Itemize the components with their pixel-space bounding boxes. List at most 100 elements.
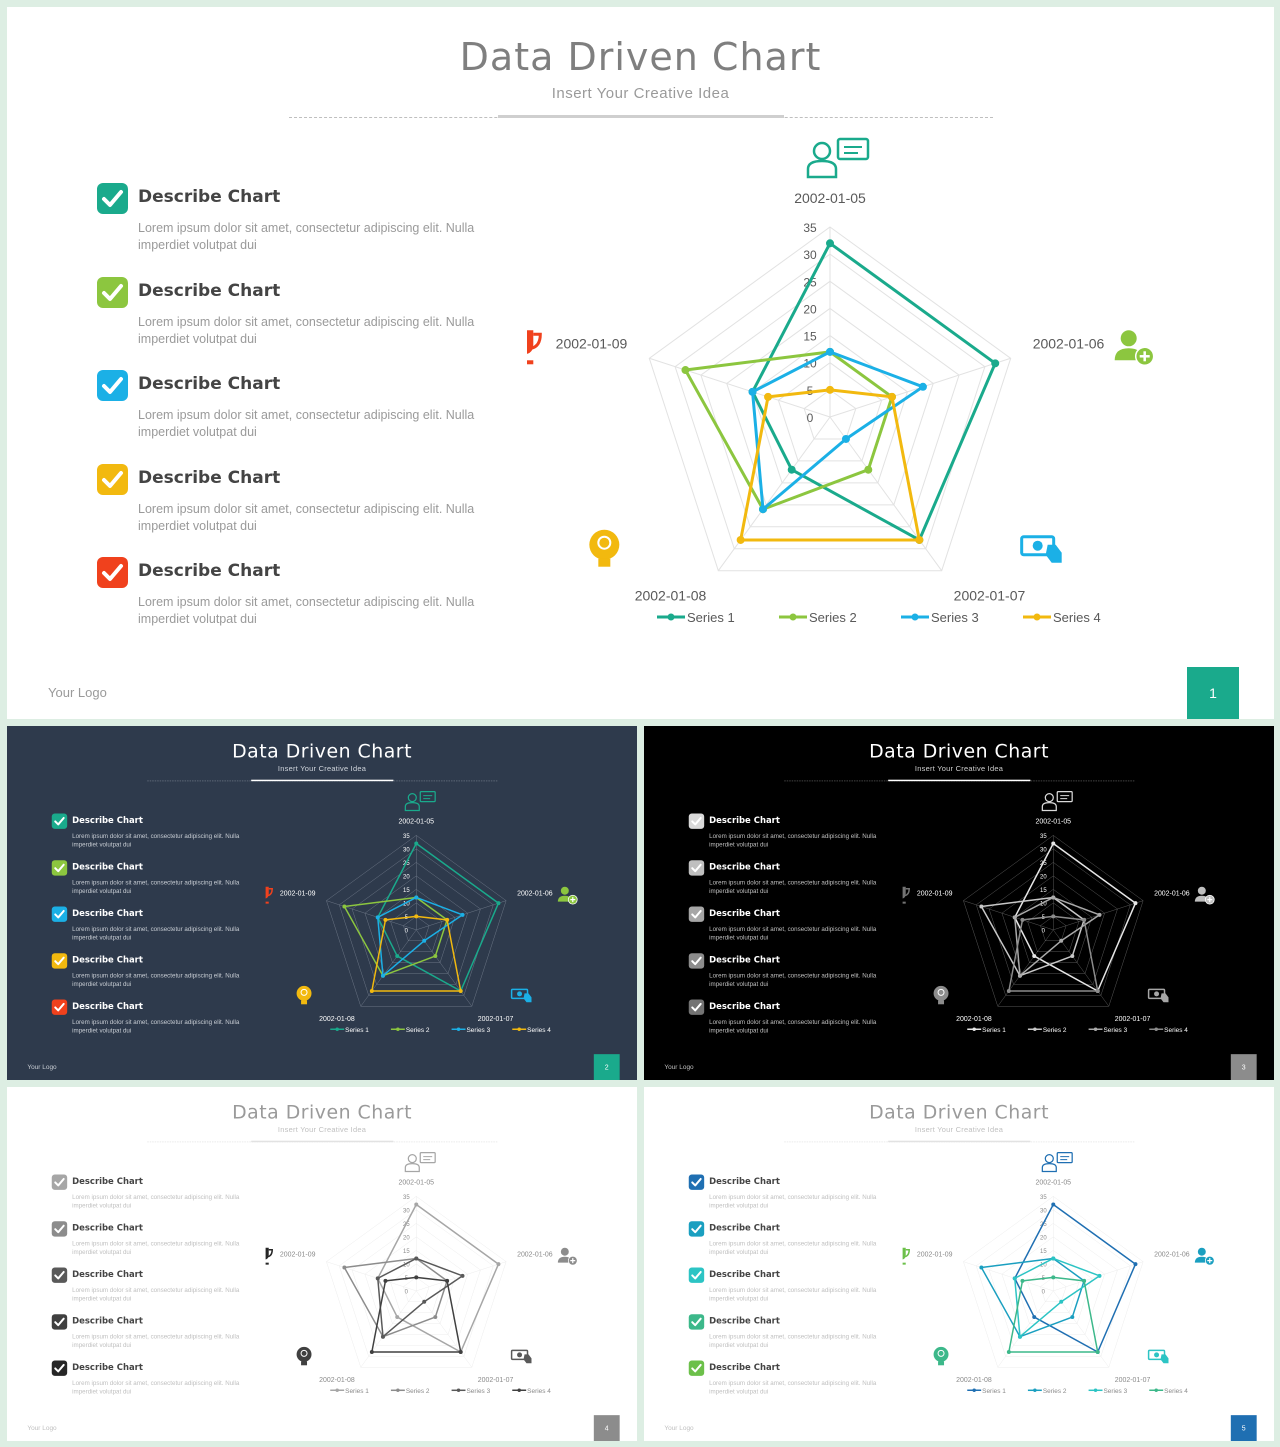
checkbox-icon[interactable] — [51, 1360, 68, 1376]
checkbox-icon[interactable] — [51, 1220, 68, 1237]
slide-1[interactable]: Data Driven Chart Insert Your Creative I… — [7, 7, 1274, 719]
money-hand-icon — [510, 1349, 532, 1364]
data-point — [342, 904, 347, 909]
category-label: 2002-01-09 — [280, 891, 316, 898]
checkbox-icon[interactable] — [51, 1174, 68, 1190]
data-point — [1006, 1350, 1011, 1354]
legend-label: Series 2 — [406, 1388, 430, 1395]
checklist: Describe Chart Lorem ipsum dolor sit ame… — [97, 183, 497, 651]
checkbox-icon[interactable] — [97, 370, 128, 401]
checkbox-icon[interactable] — [688, 1360, 705, 1376]
category-label: 2002-01-05 — [398, 1179, 434, 1186]
lightbulb-head-icon — [296, 1346, 312, 1366]
radar-spoke — [829, 416, 943, 572]
logo: Your Logo — [664, 1424, 694, 1432]
data-point — [1059, 938, 1064, 943]
checklist-item: Describe Chart Lorem ipsum dolor sit ame… — [688, 1313, 888, 1360]
radar-spoke — [717, 416, 831, 572]
checkbox-icon[interactable] — [51, 859, 68, 876]
item-description: Lorem ipsum dolor sit amet, consectetur … — [138, 501, 475, 533]
checkbox-icon[interactable] — [688, 952, 705, 969]
item-description: Lorem ipsum dolor sit amet, consectetur … — [138, 221, 475, 252]
page-number[interactable]: 5 — [1230, 1415, 1257, 1441]
checkbox-icon[interactable] — [51, 1267, 68, 1283]
item-title: Describe Chart — [138, 187, 281, 207]
checkbox-icon[interactable] — [97, 463, 128, 495]
radar-spoke — [963, 900, 1054, 931]
category-label: 2002-01-07 — [478, 1377, 514, 1384]
category-label: 2002-01-07 — [1115, 1377, 1151, 1384]
legend-label: Series 3 — [467, 1027, 491, 1034]
legend-label: Series 1 — [345, 1388, 369, 1395]
checkbox-icon[interactable] — [688, 1220, 705, 1237]
checklist-item: Describe Chart Lorem ipsum dolor sit ame… — [688, 999, 888, 1045]
checklist: Describe Chart Lorem ipsum dolor sit ame… — [51, 1174, 251, 1407]
legend-marker — [1093, 1388, 1098, 1393]
page-number[interactable]: 4 — [593, 1415, 620, 1441]
radar-gridline — [403, 916, 430, 942]
data-point — [414, 895, 419, 900]
legend-marker — [335, 1027, 339, 1032]
checklist-item: Describe Chart Lorem ipsum dolor sit ame… — [51, 813, 251, 860]
radar-chart: 051015202530352002-01-052002-01-062002-0… — [265, 1152, 578, 1395]
series-line — [1014, 1257, 1101, 1338]
checkbox-icon[interactable] — [97, 276, 128, 308]
series-line — [377, 1203, 500, 1353]
radar-chart: 051015202530352002-01-052002-01-062002-0… — [902, 791, 1215, 1034]
page-number[interactable]: 3 — [1230, 1054, 1257, 1080]
checkbox-icon[interactable] — [51, 999, 68, 1015]
add-user-icon — [1194, 1247, 1215, 1266]
checkbox-icon[interactable] — [51, 906, 68, 922]
checkbox-icon[interactable] — [97, 183, 128, 214]
data-point — [887, 392, 896, 401]
page-number[interactable]: 1 — [1187, 667, 1239, 719]
checkbox-icon[interactable] — [51, 952, 68, 969]
radial-tick-label: 0 — [1042, 928, 1046, 934]
money-hand-icon — [510, 988, 532, 1003]
checklist-item: Describe Chart Lorem ipsum dolor sit ame… — [688, 952, 888, 999]
checkbox-icon[interactable] — [51, 1313, 68, 1330]
title-underline — [251, 1140, 394, 1143]
checkbox-icon[interactable] — [688, 906, 705, 922]
checkbox-icon[interactable] — [688, 1313, 705, 1330]
data-point — [422, 1299, 427, 1304]
checkbox-icon[interactable] — [688, 1174, 705, 1190]
series-line — [683, 350, 894, 511]
slide-5[interactable]: Data Driven Chart Insert Your Creative I… — [644, 1087, 1274, 1441]
checkbox-icon[interactable] — [688, 859, 705, 876]
checklist: Describe Chart Lorem ipsum dolor sit ame… — [51, 813, 251, 1046]
slide-4[interactable]: Data Driven Chart Insert Your Creative I… — [7, 1087, 637, 1441]
series-line — [371, 915, 462, 992]
item-description: Lorem ipsum dolor sit amet, consectetur … — [72, 1332, 240, 1349]
legend-marker — [1033, 1027, 1037, 1032]
item-title: Describe Chart — [709, 1315, 780, 1326]
logo: Your Logo — [27, 1063, 57, 1071]
checkbox-icon[interactable] — [688, 1267, 705, 1283]
slide-2[interactable]: Data Driven Chart Insert Your Creative I… — [7, 726, 637, 1080]
checkbox-icon[interactable] — [97, 557, 128, 588]
radar-gridline — [726, 307, 934, 506]
slide-title: Data Driven Chart — [232, 1100, 412, 1123]
series-line — [377, 896, 464, 977]
page-number[interactable]: 2 — [593, 1054, 620, 1080]
data-point — [979, 1265, 984, 1270]
presenter-icon — [1041, 1152, 1073, 1173]
checkbox-icon[interactable] — [688, 813, 705, 829]
radar-gridline — [326, 835, 507, 1007]
radial-tick-label: 10 — [1040, 901, 1047, 907]
data-point — [414, 1275, 419, 1280]
checkbox-icon[interactable] — [688, 999, 705, 1015]
category-label: 2002-01-08 — [956, 1377, 992, 1384]
radar-spoke — [416, 929, 473, 1007]
data-point — [1095, 989, 1100, 993]
data-point — [414, 1256, 419, 1261]
presenter-icon — [806, 137, 870, 179]
category-label: 2002-01-06 — [517, 1252, 553, 1259]
radial-tick-label: 30 — [403, 1208, 410, 1214]
money-hand-icon — [1147, 1349, 1169, 1364]
checklist-item: Describe Chart Lorem ipsum dolor sit ame… — [688, 1360, 888, 1406]
slide-3[interactable]: Data Driven Chart Insert Your Creative I… — [644, 726, 1274, 1080]
legend-marker — [456, 1388, 461, 1393]
add-user-icon — [557, 886, 578, 905]
checkbox-icon[interactable] — [51, 813, 68, 829]
